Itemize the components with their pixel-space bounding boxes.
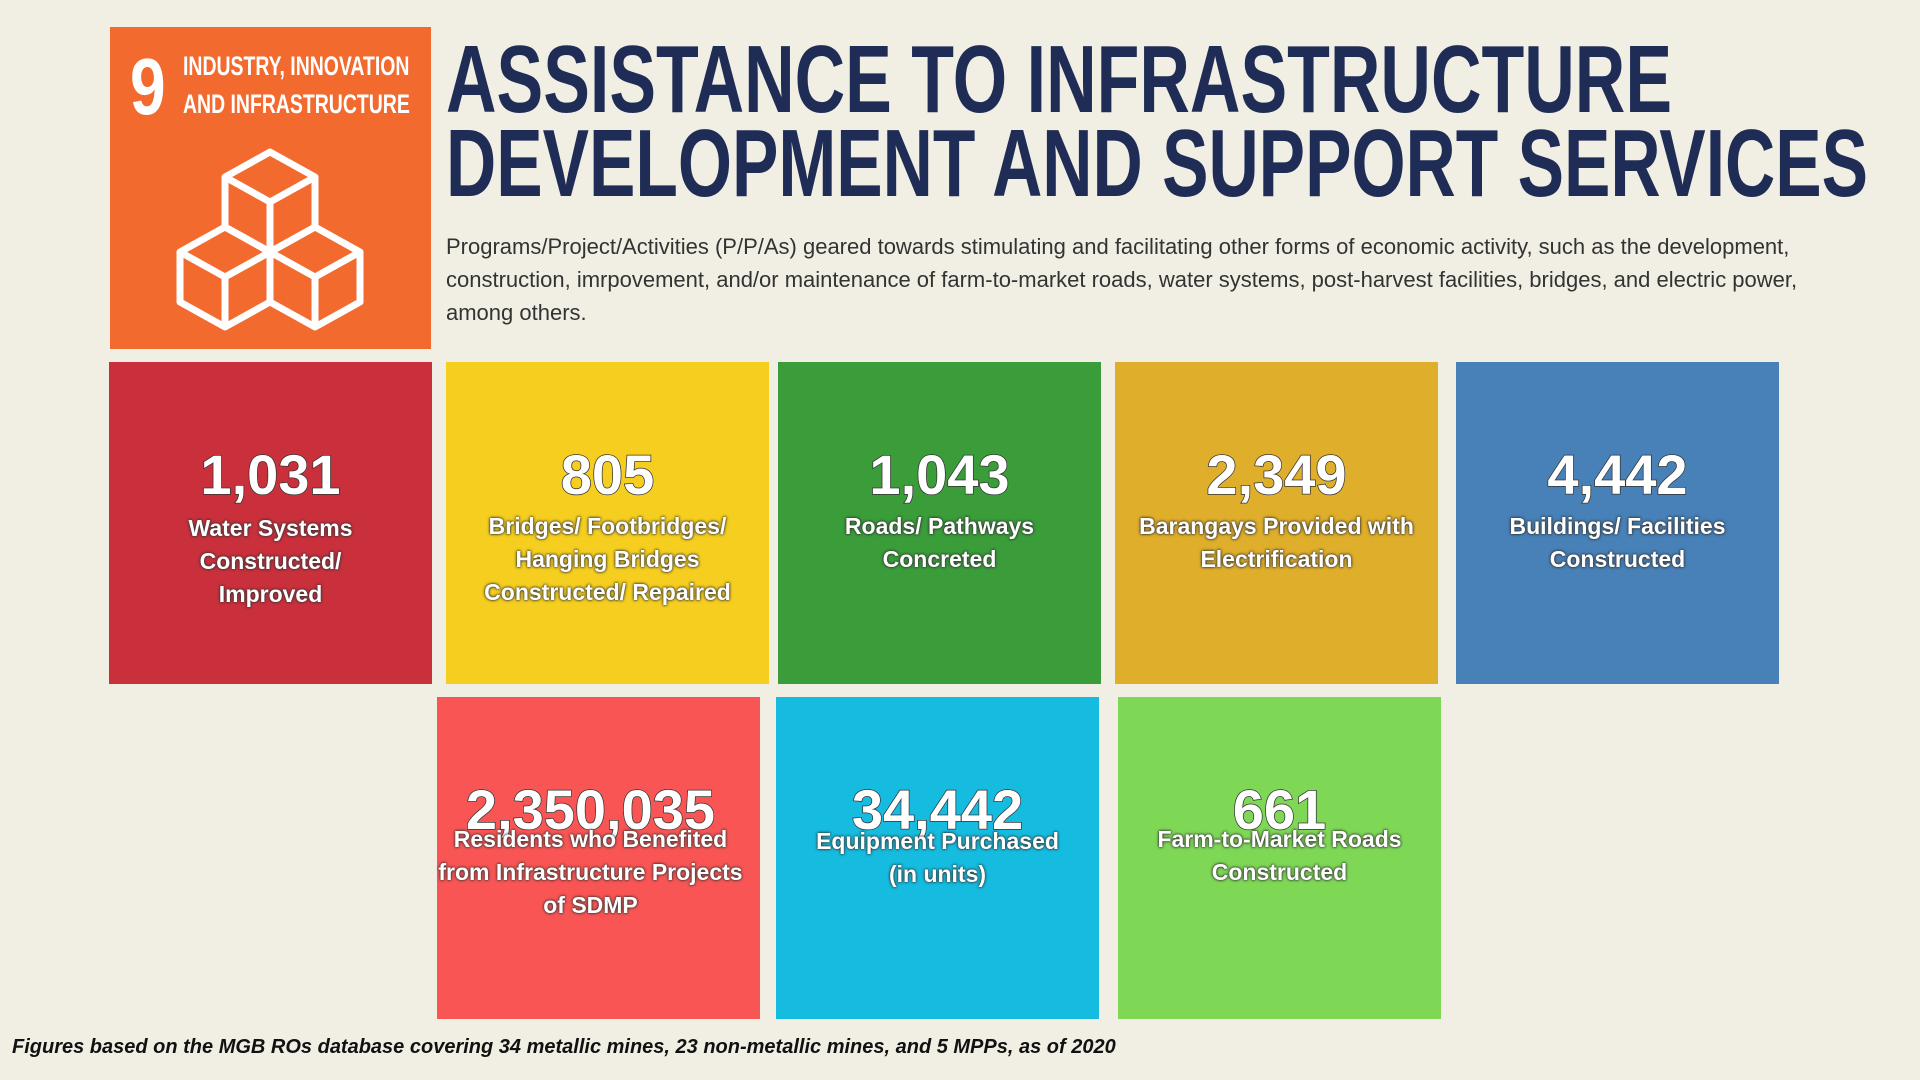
footnote: Figures based on the MGB ROs database co… xyxy=(12,1036,1116,1058)
stat-value: 2,349 xyxy=(1206,442,1348,507)
badge-line: INDUSTRY, INNOVATION xyxy=(183,51,410,81)
description: Programs/Project/Activities (P/P/As) gea… xyxy=(446,234,1798,325)
stat-value: 4,442 xyxy=(1547,442,1689,507)
stat-tile: 2,350,035 Residents who Benefited from In… xyxy=(437,697,760,1019)
title: ASSISTANCE TO INFRASTRUCTURE DEVELOPMENT… xyxy=(446,30,1868,210)
stat-tile: 4,442 Buildings/ Facilities Constructed xyxy=(1456,362,1779,684)
badge-number: 9 xyxy=(130,42,166,131)
stat-label: Residents who Benefited from Infrastruct… xyxy=(438,826,743,918)
stat-label: Buildings/ Facilities Constructed xyxy=(1509,513,1726,572)
badge-line: AND INFRASTRUCTURE xyxy=(183,89,410,119)
stat-value: 1,043 xyxy=(869,442,1011,507)
sdg-badge: 9 INDUSTRY, INNOVATION AND INFRASTRUCTUR… xyxy=(110,27,431,349)
stat-label: Water Systems Constructed/ Improved xyxy=(188,515,353,607)
stat-label: Roads/ Pathways Concreted xyxy=(844,513,1035,572)
stat-label: Equipment Purchased (in units) xyxy=(816,828,1059,887)
stat-tile: 1,043 Roads/ Pathways Concreted xyxy=(778,362,1101,684)
stat-value: 2,350,035 xyxy=(465,777,716,842)
title-line: ASSISTANCE TO INFRASTRUCTURE xyxy=(446,30,1672,133)
stat-label: Barangays Provided with Electrification xyxy=(1139,513,1414,572)
stat-tile: 661 Farm-to-Market Roads Constructed xyxy=(1118,697,1441,1019)
stat-value: 661 xyxy=(1232,777,1327,842)
stat-value: 34,442 xyxy=(851,777,1024,842)
stat-label: Farm-to-Market Roads Constructed xyxy=(1157,826,1402,885)
stat-tile: 2,349 Barangays Provided with Electrifica… xyxy=(1115,362,1438,684)
stat-value: 805 xyxy=(560,442,655,507)
stat-tile: 34,442 Equipment Purchased (in units) xyxy=(776,697,1099,1019)
stat-tile: 1,031 Water Systems Constructed/ Improved xyxy=(109,362,432,684)
cubes-icon xyxy=(176,148,364,331)
stat-value: 1,031 xyxy=(200,442,342,507)
stat-tile: 805 Bridges/ Footbridges/ Hanging Bridges… xyxy=(446,362,769,684)
title-line: DEVELOPMENT AND SUPPORT SERVICES xyxy=(446,110,1868,210)
stat-label: Bridges/ Footbridges/ Hanging Bridges Co… xyxy=(484,513,731,605)
